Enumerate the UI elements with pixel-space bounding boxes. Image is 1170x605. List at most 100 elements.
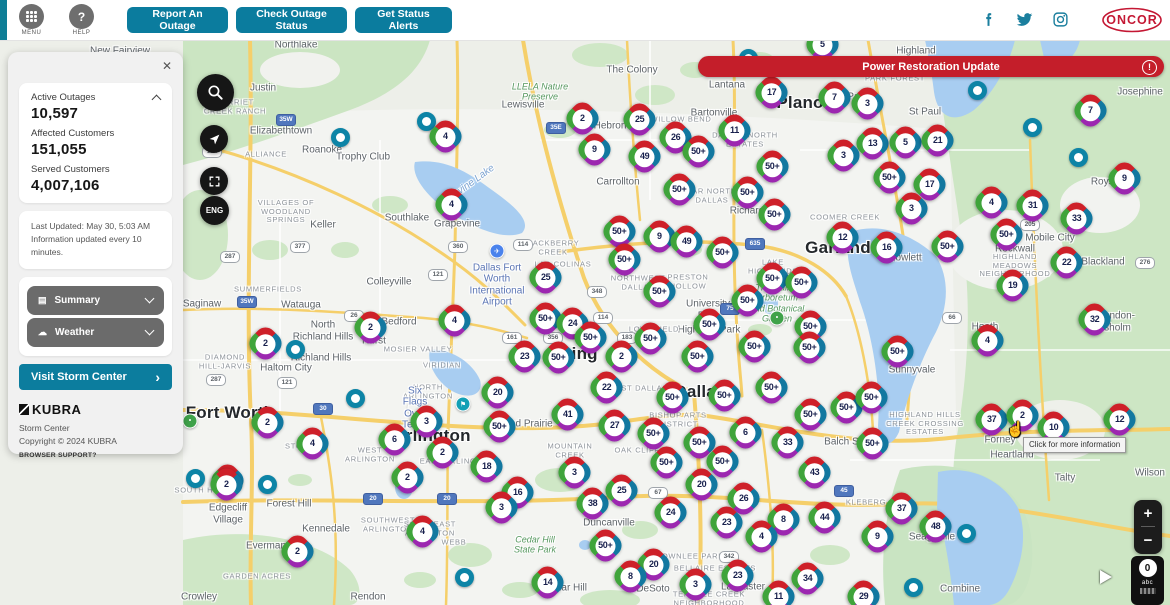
outage-ring-marker[interactable] <box>186 469 205 488</box>
outage-cluster-marker[interactable]: 20 <box>476 371 519 414</box>
outage-cluster-marker[interactable]: 50+ <box>789 393 832 436</box>
outage-cluster-marker[interactable]: 3 <box>846 82 889 125</box>
outage-cluster-marker[interactable]: 33 <box>766 421 809 464</box>
instagram-icon[interactable] <box>1052 11 1069 28</box>
facebook-icon[interactable] <box>981 11 998 28</box>
outage-cluster-marker[interactable]: 9 <box>856 515 899 558</box>
outage-cluster-marker[interactable]: 50+ <box>703 374 746 417</box>
outage-cluster-marker[interactable]: 16 <box>865 226 908 269</box>
outage-cluster-marker[interactable]: 4 <box>433 299 476 342</box>
outage-cluster-marker[interactable]: 7 <box>813 76 856 119</box>
twitter-icon[interactable] <box>1016 11 1033 28</box>
outage-ring-marker[interactable] <box>968 81 987 100</box>
outage-cluster-marker[interactable]: 50+ <box>537 336 580 379</box>
outage-cluster-marker[interactable]: 19 <box>991 264 1034 307</box>
outage-ring-marker[interactable] <box>455 568 474 587</box>
outage-cluster-marker[interactable]: 33 <box>1055 197 1098 240</box>
visit-storm-center-button[interactable]: Visit Storm Center › <box>19 363 172 390</box>
outage-cluster-marker[interactable]: 50+ <box>868 156 911 199</box>
fullscreen-button[interactable] <box>200 167 228 195</box>
outage-cluster-marker[interactable]: 50+ <box>750 366 793 409</box>
outage-cluster-marker[interactable]: 50+ <box>876 330 919 373</box>
outage-ring-marker[interactable] <box>957 524 976 543</box>
my-location-button[interactable] <box>200 125 228 153</box>
outage-cluster-marker[interactable]: 29 <box>842 575 885 605</box>
outage-ring-marker[interactable] <box>1069 148 1088 167</box>
outage-cluster-marker[interactable]: 25 <box>524 256 567 299</box>
outage-cluster-marker[interactable]: 50+ <box>926 225 969 268</box>
outage-cluster-marker[interactable]: 50+ <box>733 325 776 368</box>
summary-dropdown[interactable]: Summary <box>27 285 164 315</box>
browser-support-link[interactable]: BROWSER SUPPORT? <box>19 451 97 459</box>
outage-cluster-marker[interactable]: 22 <box>1045 241 1088 284</box>
outage-cluster-marker[interactable]: 31 <box>1011 184 1054 227</box>
outage-cluster-marker[interactable]: 48 <box>914 505 957 548</box>
outage-ring-marker[interactable] <box>1023 118 1042 137</box>
outage-cluster-marker[interactable]: 5 <box>884 121 927 164</box>
outage-cluster-marker[interactable]: 49 <box>665 220 708 263</box>
outage-cluster-marker[interactable]: 6 <box>724 411 767 454</box>
outage-cluster-marker[interactable]: 3 <box>674 563 717 605</box>
outage-cluster-marker[interactable]: 44 <box>803 496 846 539</box>
outage-cluster-marker[interactable]: 9 <box>1103 157 1146 200</box>
outage-cluster-marker[interactable]: 2 <box>421 431 464 474</box>
outage-cluster-marker[interactable]: 21 <box>916 119 959 162</box>
outage-cluster-marker[interactable]: 50+ <box>478 405 521 448</box>
outage-cluster-marker[interactable]: 2 <box>244 322 287 365</box>
help-button[interactable]: ? HELP <box>69 4 94 36</box>
oncor-logo[interactable]: ONCOR <box>1100 6 1164 34</box>
outage-cluster-marker[interactable]: 32 <box>1073 298 1116 341</box>
outage-ring-marker[interactable] <box>331 128 350 147</box>
outage-cluster-marker[interactable]: 25 <box>618 98 661 141</box>
outage-cluster-marker[interactable]: 43 <box>793 451 836 494</box>
outage-cluster-marker[interactable]: 27 <box>593 404 636 447</box>
outage-cluster-marker[interactable]: 18 <box>465 445 508 488</box>
weather-dropdown[interactable]: Weather <box>27 317 164 347</box>
outage-cluster-marker[interactable]: 50+ <box>780 261 823 304</box>
outage-cluster-marker[interactable]: 4 <box>970 181 1013 224</box>
outage-cluster-marker[interactable]: 50+ <box>701 231 744 274</box>
outage-cluster-marker[interactable]: 12 <box>1098 398 1141 441</box>
collapse-chevron-icon[interactable] <box>151 94 162 104</box>
outage-ring-marker[interactable] <box>346 389 365 408</box>
outage-cluster-marker[interactable]: 9 <box>573 128 616 171</box>
check-outage-status-button[interactable]: Check Outage Status <box>236 7 347 33</box>
outage-cluster-marker[interactable]: 4 <box>291 422 334 465</box>
outage-cluster-marker[interactable]: 4 <box>401 510 444 553</box>
outage-cluster-marker[interactable]: 37 <box>970 398 1013 441</box>
outage-cluster-marker[interactable]: 49 <box>623 135 666 178</box>
outage-cluster-marker[interactable]: 50+ <box>751 145 794 188</box>
outage-cluster-marker[interactable]: 50+ <box>651 376 694 419</box>
outage-ring-marker[interactable] <box>258 475 277 494</box>
outage-cluster-marker[interactable]: 50+ <box>658 168 701 211</box>
outage-cluster-marker[interactable]: 50+ <box>676 335 719 378</box>
outage-cluster-marker[interactable]: 37 <box>880 487 923 530</box>
outage-ring-marker[interactable] <box>417 112 436 131</box>
outage-cluster-marker[interactable]: 22 <box>585 366 628 409</box>
restoration-update-banner[interactable]: Power Restoration Update ! <box>698 56 1164 77</box>
outage-cluster-marker[interactable]: 4 <box>430 183 473 226</box>
outage-cluster-marker[interactable]: 12 <box>821 216 864 259</box>
outage-cluster-marker[interactable]: 50+ <box>851 422 894 465</box>
map-attribution-widget[interactable]: 0 abc <box>1131 556 1164 605</box>
outage-cluster-marker[interactable]: 50+ <box>584 524 627 567</box>
close-icon[interactable]: ✕ <box>161 59 172 73</box>
language-button[interactable]: ENG <box>200 196 229 225</box>
outage-cluster-marker[interactable]: 2 <box>276 530 319 573</box>
outage-cluster-marker[interactable]: 41 <box>546 393 589 436</box>
outage-cluster-marker[interactable]: 14 <box>526 561 569 604</box>
outage-cluster-marker[interactable]: 7 <box>1069 89 1112 132</box>
outage-cluster-marker[interactable]: 6 <box>373 418 416 461</box>
zoom-out-button[interactable]: − <box>1134 527 1162 553</box>
outage-cluster-marker[interactable]: 2 <box>246 401 289 444</box>
outage-cluster-marker[interactable]: 50+ <box>603 238 646 281</box>
outage-cluster-marker[interactable]: 2 <box>386 456 429 499</box>
outage-ring-marker[interactable] <box>904 578 923 597</box>
map-search-button[interactable] <box>197 74 234 111</box>
menu-button[interactable]: MENU <box>19 4 44 36</box>
report-outage-button[interactable]: Report An Outage <box>127 7 228 33</box>
outage-cluster-marker[interactable]: 17 <box>750 71 793 114</box>
outage-ring-marker[interactable] <box>286 340 305 359</box>
get-status-alerts-button[interactable]: Get Status Alerts <box>355 7 452 33</box>
zoom-in-button[interactable]: + <box>1134 500 1162 526</box>
